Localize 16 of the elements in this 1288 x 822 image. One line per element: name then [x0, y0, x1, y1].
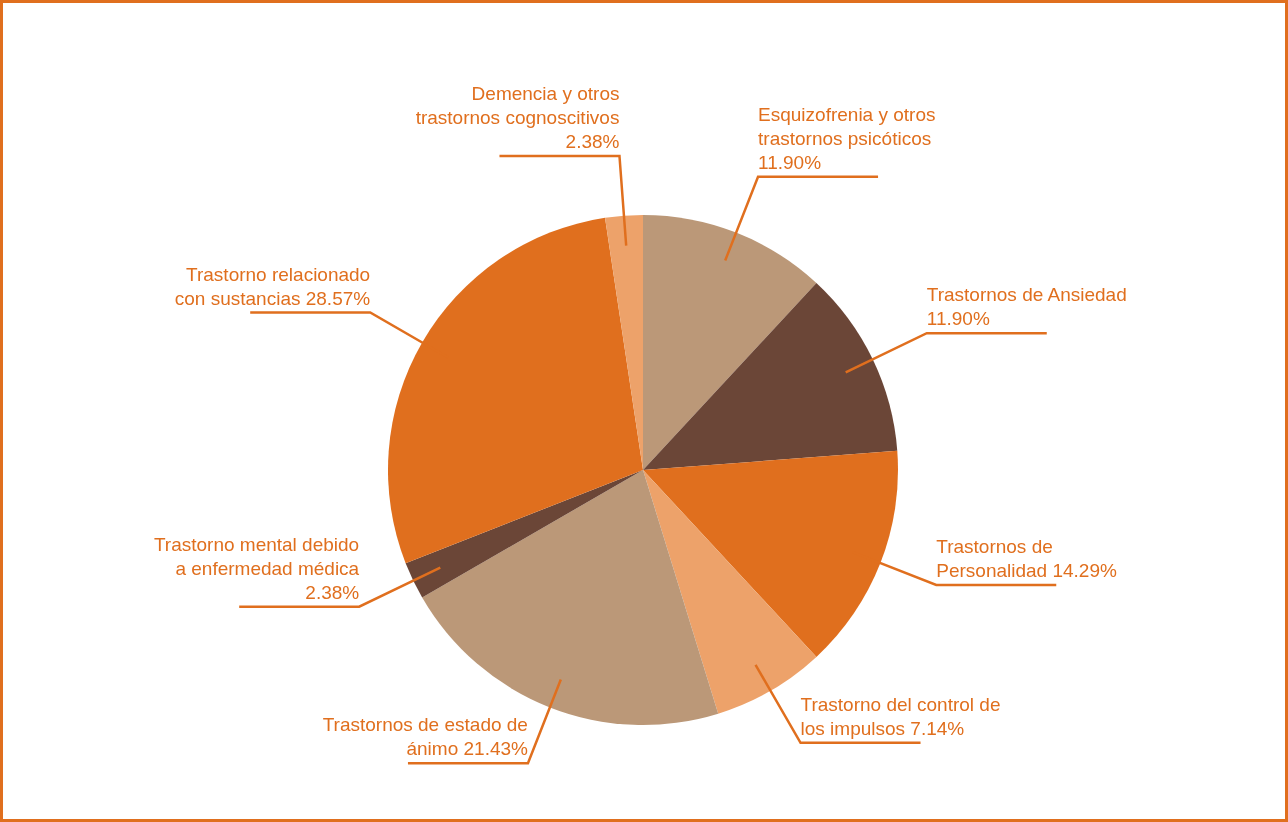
slice-label: Trastorno mental debido a enfermedad médica [153, 533, 360, 579]
pie-slice [643, 215, 817, 470]
pie-slice [605, 215, 643, 470]
pie-slice [405, 470, 643, 598]
data-label: 11.90% [758, 151, 822, 173]
data-label: 2.38% [565, 130, 620, 152]
slice-label: Demencia y otros trastornos cognoscitivos [415, 82, 620, 128]
slice-label: Trastornos de Ansiedad [926, 284, 1127, 306]
slice-label: Trastornos de Personalidad 14.29% [936, 536, 1117, 581]
slice-label: Esquizofrenia y otros trastornos psicóticos [758, 103, 936, 149]
pie-slice [643, 283, 898, 470]
slice-label: Trastorno del control de los impulsos 7.14% [800, 693, 1001, 739]
slice-label: Trastornos de estado de ánimo 21.43% [322, 714, 529, 760]
data-label: 2.38% [305, 581, 360, 603]
data-label: 11.90% [926, 308, 990, 330]
slice-label: Trastorno relacionado con sustancias 28.57% [174, 263, 371, 309]
